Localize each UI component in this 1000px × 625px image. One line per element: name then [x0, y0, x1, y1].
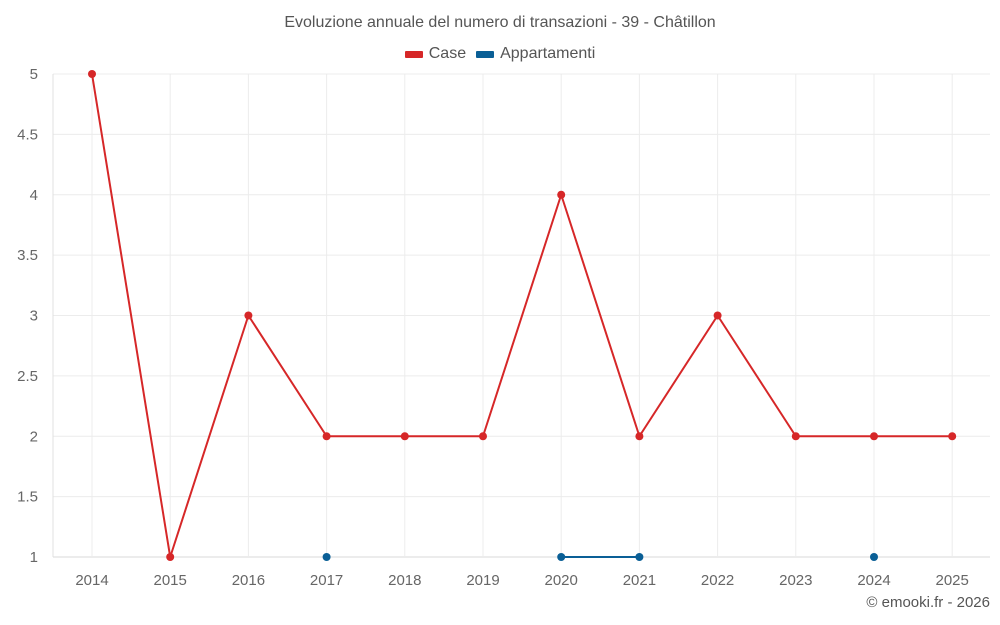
- data-point[interactable]: [400, 432, 409, 441]
- data-point[interactable]: [557, 190, 566, 199]
- x-tick-label: 2018: [388, 572, 421, 589]
- x-tick-label: 2015: [154, 572, 187, 589]
- x-tick-label: 2017: [310, 572, 343, 589]
- x-tick-label: 2023: [779, 572, 812, 589]
- x-tick-label: 2022: [701, 572, 734, 589]
- series-layer: [88, 70, 957, 561]
- data-point[interactable]: [322, 553, 331, 561]
- data-point[interactable]: [635, 553, 644, 561]
- y-tick-label: 4.5: [17, 126, 38, 143]
- y-tick-label: 2: [30, 428, 38, 445]
- data-point[interactable]: [166, 553, 175, 561]
- legend-item-appartamenti[interactable]: Appartamenti: [476, 45, 595, 63]
- legend-label-case: Case: [428, 45, 467, 62]
- data-point[interactable]: [635, 432, 644, 441]
- legend-label-appartamenti: Appartamenti: [500, 45, 596, 62]
- series-line: [91, 73, 953, 558]
- legend: Case Appartamenti: [0, 45, 1000, 63]
- data-point[interactable]: [870, 432, 878, 441]
- chart-title: Evoluzione annuale del numero di transaz…: [284, 14, 716, 31]
- y-tick-label: 4: [30, 187, 38, 204]
- x-tick-label: 2024: [857, 572, 890, 589]
- data-point[interactable]: [88, 70, 96, 78]
- y-tick-label: 2.5: [17, 368, 38, 385]
- x-tick-label: 2021: [623, 572, 656, 589]
- legend-swatch-case: [404, 50, 423, 58]
- x-tick-label: 2025: [936, 572, 969, 589]
- data-point[interactable]: [244, 311, 253, 320]
- axes: 1 1.5 2 2.5 3 3.5 4 4.5 5 2014 2015 2016 2017 2018 201…: [17, 66, 969, 589]
- series-case: [88, 70, 957, 561]
- x-tick-label: 2016: [232, 572, 265, 589]
- y-tick-label: 5: [30, 66, 38, 83]
- data-point[interactable]: [870, 553, 878, 561]
- data-point[interactable]: [322, 432, 331, 441]
- data-point[interactable]: [479, 432, 487, 441]
- x-tick-label: 2020: [545, 572, 578, 589]
- y-tick-label: 1.5: [17, 489, 38, 506]
- data-point[interactable]: [713, 311, 722, 320]
- credit-text: © emooki.fr - 2026: [866, 594, 990, 611]
- series-appartamenti: [322, 553, 878, 561]
- legend-item-case[interactable]: Case: [404, 45, 467, 63]
- data-point[interactable]: [791, 432, 800, 441]
- y-tick-label: 1: [30, 549, 38, 566]
- x-tick-label: 2019: [466, 572, 499, 589]
- y-tick-label: 3: [30, 308, 38, 325]
- x-tick-label: 2014: [75, 572, 108, 589]
- data-point[interactable]: [948, 432, 957, 441]
- data-point[interactable]: [557, 553, 566, 561]
- legend-swatch-appartamenti: [476, 50, 495, 58]
- y-tick-label: 3.5: [17, 247, 38, 264]
